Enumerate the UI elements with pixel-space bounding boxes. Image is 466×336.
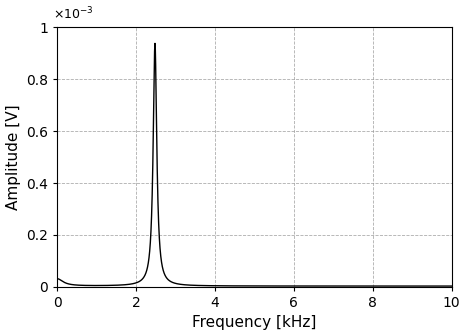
Y-axis label: Amplitude [V]: Amplitude [V] [6,104,21,210]
X-axis label: Frequency [kHz]: Frequency [kHz] [192,316,316,330]
Text: $\times\mathregular{10^{-3}}$: $\times\mathregular{10^{-3}}$ [53,5,94,22]
